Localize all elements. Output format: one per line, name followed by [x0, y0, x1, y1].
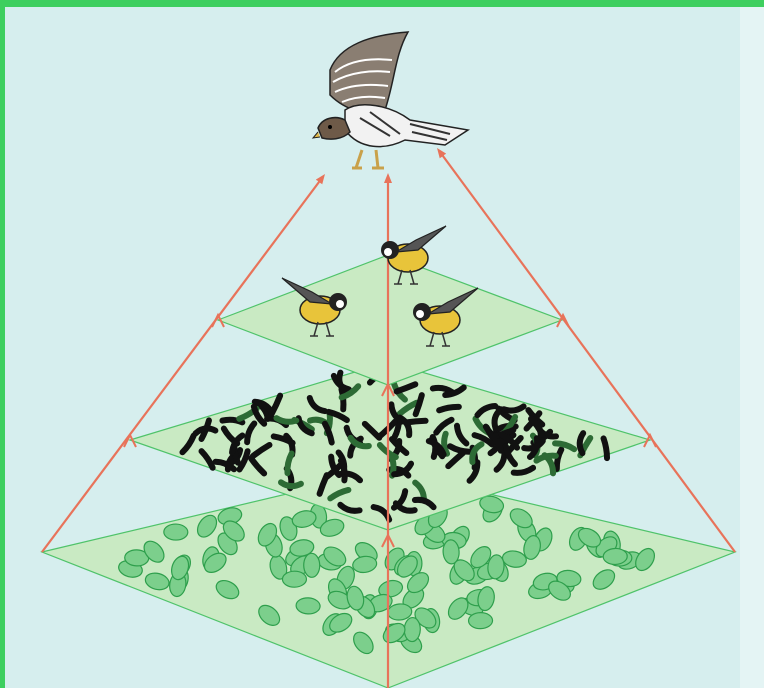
caterpillar [579, 433, 583, 453]
leaf [282, 571, 306, 587]
leaf [404, 617, 421, 642]
caterpillar [281, 482, 301, 486]
caterpillar [406, 421, 426, 423]
side-strip [740, 7, 764, 688]
caterpillar [439, 406, 459, 410]
caterpillar [604, 438, 608, 458]
caterpillar [276, 418, 296, 423]
bird-cheek [336, 300, 344, 308]
leaf [468, 612, 492, 628]
food-pyramid-diagram [0, 0, 764, 688]
leaf [304, 553, 320, 577]
page: (() => { const svg = document.getElement… [0, 0, 764, 688]
leaf [603, 548, 628, 565]
bird-cheek [416, 310, 424, 318]
leaf [164, 524, 188, 540]
bird-cheek [384, 248, 392, 256]
